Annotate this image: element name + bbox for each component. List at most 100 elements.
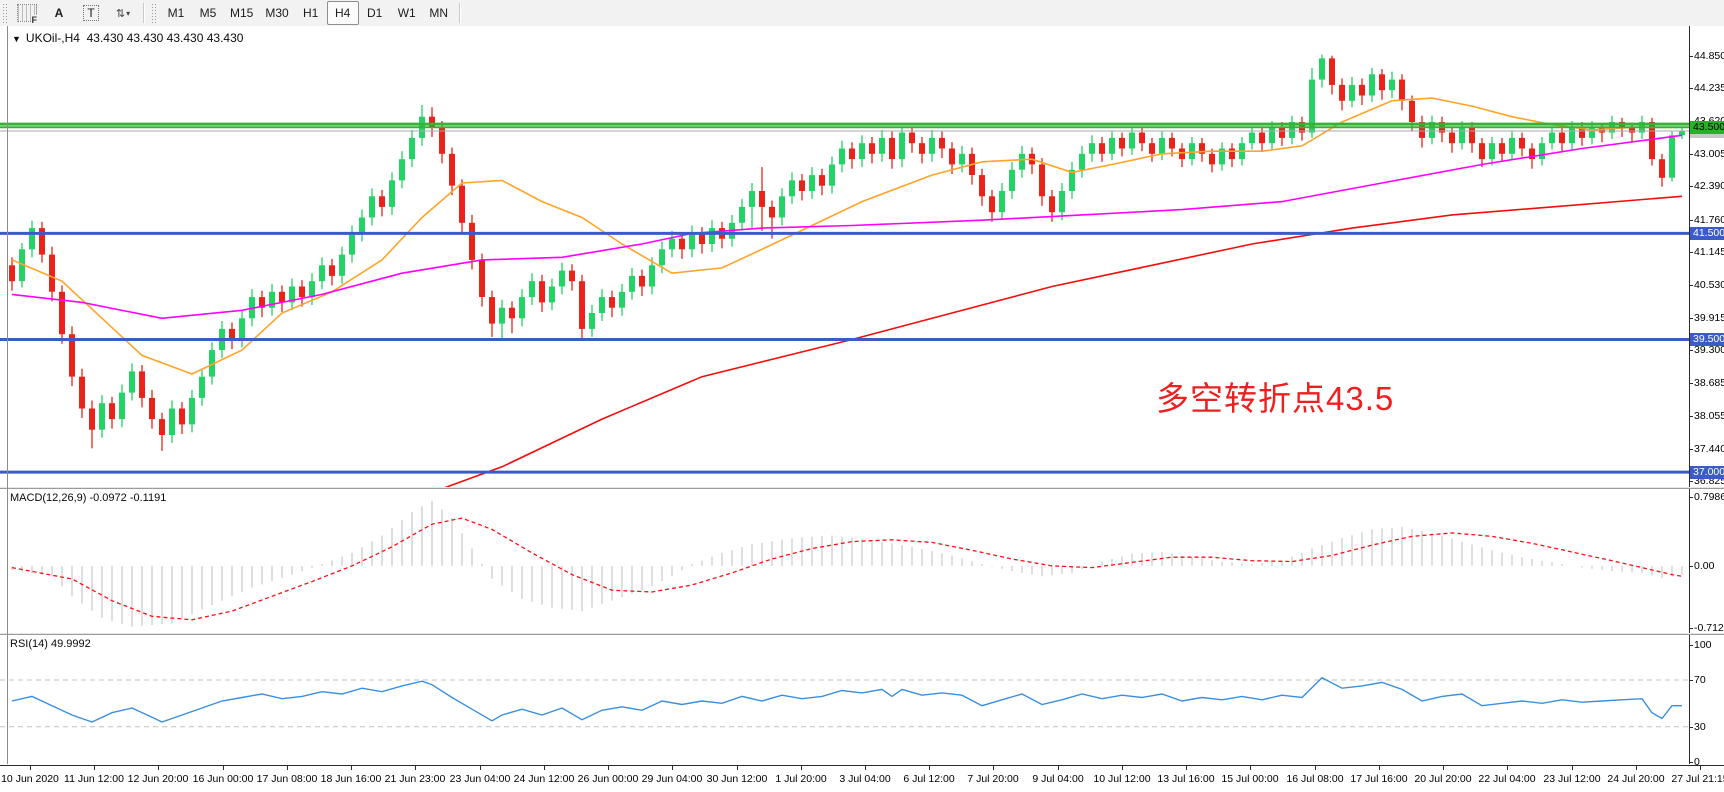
chart-title: ▼ UKOil-,H4 43.430 43.430 43.430 43.430	[12, 31, 243, 45]
rsi-tick	[1690, 727, 1693, 728]
time-tick	[993, 766, 994, 770]
timeframe-button-M5[interactable]: M5	[199, 6, 217, 20]
symbol-dropdown-caret-icon[interactable]: ▼	[12, 34, 21, 44]
time-tick	[1443, 766, 1444, 770]
time-tick	[672, 766, 673, 770]
symbol-period-label: UKOil-,H4	[25, 31, 80, 45]
price-axis-label: 44.235	[1694, 82, 1724, 94]
time-tick	[929, 766, 930, 770]
macd-axis-label: 0.7986	[1694, 491, 1724, 503]
rsi-axis[interactable]: 100 70 30 0	[1689, 635, 1724, 768]
time-tick	[480, 766, 481, 770]
time-tick	[351, 766, 352, 770]
annotation-text: 多空转折点43.5	[1156, 380, 1395, 417]
time-tick	[1572, 766, 1573, 770]
price-axis-label: 42.390	[1694, 180, 1724, 192]
time-axis-label: 6 Jul 12:00	[903, 773, 955, 785]
price-tick	[1690, 383, 1693, 384]
macd-axis[interactable]: 0.7986 0.00 -0.7124	[1689, 489, 1724, 634]
rsi-axis-label: 100	[1694, 639, 1712, 651]
timeframe-group: M1 M5 M15 M30 H1 H4 D1 W1 MN	[160, 1, 455, 25]
letter-a-icon: A	[54, 6, 64, 20]
text-label-button[interactable]: A	[43, 1, 75, 25]
time-axis-label: 3 Jul 04:00	[839, 773, 891, 785]
timeframe-button-H4[interactable]: H4	[326, 1, 359, 25]
price-tick	[1690, 220, 1693, 221]
time-tick	[1507, 766, 1508, 770]
price-tick	[1690, 56, 1693, 57]
time-axis-label: 11 Jun 12:00	[64, 773, 124, 785]
time-tick	[30, 766, 31, 770]
time-tick	[223, 766, 224, 770]
price-tick	[1690, 350, 1693, 351]
time-tick	[608, 766, 609, 770]
text-tool-button[interactable]: T	[75, 1, 107, 25]
time-tick	[544, 766, 545, 770]
rsi-axis-label: 0	[1694, 756, 1700, 768]
price-tick	[1690, 318, 1693, 319]
time-axis-label: 9 Jul 04:00	[1032, 773, 1084, 785]
timeframe-button-H1[interactable]: H1	[303, 6, 319, 20]
time-axis-label: 20 Jul 20:00	[1414, 773, 1472, 785]
timeframe-button-M30[interactable]: M30	[265, 6, 289, 20]
macd-tick	[1690, 628, 1693, 629]
time-axis-label: 30 Jun 12:00	[706, 773, 768, 785]
time-axis-label: 29 Jun 04:00	[641, 773, 703, 785]
timeframe-button-MN[interactable]: MN	[429, 6, 449, 20]
price-tick	[1690, 416, 1693, 417]
time-tick	[1186, 766, 1187, 770]
time-axis-label: 1 Jul 20:00	[775, 773, 827, 785]
chart-left-border	[7, 26, 8, 764]
arrows-icon: ⇅	[115, 7, 125, 20]
price-tick	[1690, 88, 1693, 89]
price-axis[interactable]: 44.85044.23543.62043.00542.39041.76041.1…	[1689, 26, 1724, 487]
price-badge-43.500: 43.500	[1690, 121, 1724, 134]
price-badge-39.500: 39.500	[1690, 333, 1724, 346]
time-tick	[1058, 766, 1059, 770]
macd-label: MACD(12,26,9) -0.0972 -0.1191	[10, 492, 167, 504]
rsi-axis-label: 30	[1694, 721, 1706, 733]
time-axis-label: 17 Jul 16:00	[1350, 773, 1408, 785]
price-axis-label: 41.145	[1694, 246, 1724, 258]
timeframe-button-M1[interactable]: M1	[167, 6, 185, 20]
toolbar-drag-handle-2[interactable]	[151, 3, 157, 23]
time-tick	[1250, 766, 1251, 770]
chart-shift-button[interactable]: F	[11, 1, 43, 25]
time-tick	[415, 766, 416, 770]
price-badge-41.500: 41.500	[1690, 227, 1724, 240]
price-axis-label: 38.685	[1694, 377, 1724, 389]
time-tick	[158, 766, 159, 770]
price-axis-label: 39.300	[1694, 344, 1724, 356]
time-axis-label: 26 Jun 00:00	[577, 773, 639, 785]
price-axis-label: 41.760	[1694, 214, 1724, 226]
time-axis[interactable]: 10 Jun 2020 11 Jun 12:00 12 Jun 20:00 16 Ju…	[0, 765, 1724, 792]
macd-plot[interactable]	[0, 489, 1689, 638]
time-tick	[865, 766, 866, 770]
price-axis-label: 39.915	[1694, 312, 1724, 324]
macd-panel[interactable]: MACD(12,26,9) -0.0972 -0.1191	[0, 489, 1689, 633]
time-axis-label: 16 Jul 08:00	[1286, 773, 1344, 785]
price-axis-label: 38.055	[1694, 410, 1724, 422]
time-tick	[1379, 766, 1380, 770]
time-tick	[94, 766, 95, 770]
letter-t-icon: T	[83, 5, 99, 21]
ohlc-values: 43.430 43.430 43.430 43.430	[86, 31, 244, 45]
main-chart-plot[interactable]	[0, 26, 1689, 497]
arrows-tool-button[interactable]: ⇅ ▾	[107, 1, 139, 25]
main-chart-panel[interactable]: ▼ UKOil-,H4 43.430 43.430 43.430 43.430 多…	[0, 26, 1689, 497]
panel-separator-1[interactable]	[0, 487, 1724, 490]
rsi-plot[interactable]	[0, 635, 1689, 769]
time-tick	[1700, 766, 1701, 770]
rsi-panel[interactable]: RSI(14) 49.9992	[0, 635, 1689, 764]
timeframe-button-D1[interactable]: D1	[367, 6, 383, 20]
toolbar-drag-handle[interactable]	[2, 3, 8, 23]
time-tick	[801, 766, 802, 770]
timeframe-button-M15[interactable]: M15	[230, 6, 254, 20]
timeframe-button-W1[interactable]: W1	[397, 6, 416, 20]
time-tick	[737, 766, 738, 770]
chart-shift-icon: F	[17, 4, 37, 25]
time-axis-label: 17 Jun 08:00	[256, 773, 318, 785]
price-axis-label: 44.850	[1694, 50, 1724, 62]
panel-separator-2[interactable]	[0, 633, 1724, 636]
